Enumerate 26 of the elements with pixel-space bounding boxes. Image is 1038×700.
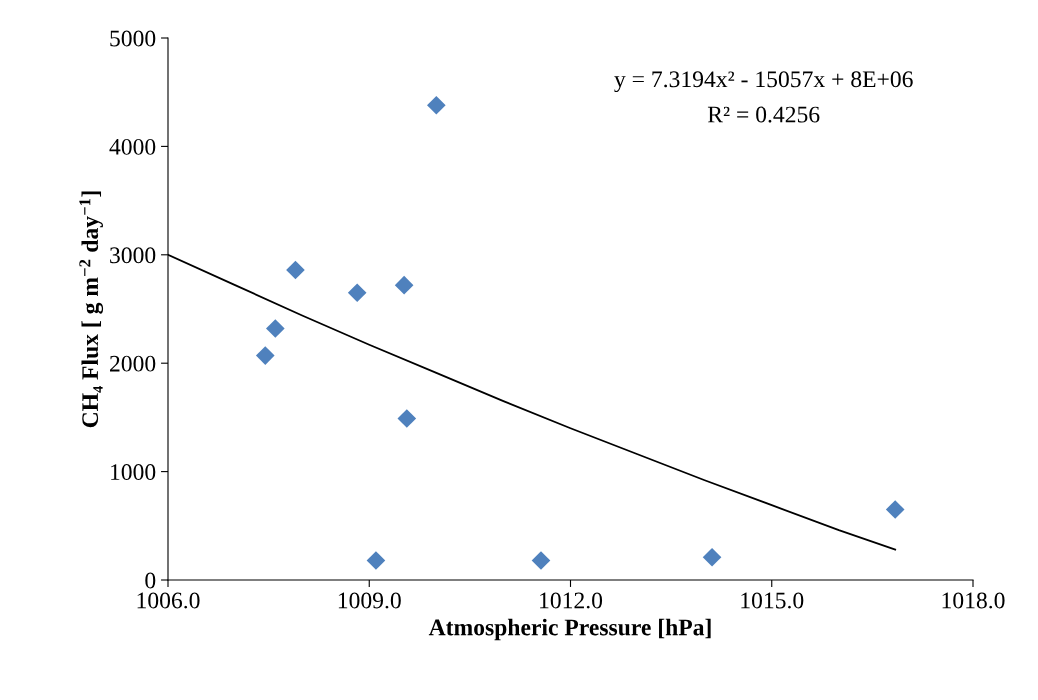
y-tick-label: 3000 — [110, 247, 156, 264]
point — [286, 260, 305, 280]
x-tick-label: 1015.0 — [741, 592, 804, 609]
x-axis-title: Atmospheric Pressure [hPa] — [428, 618, 711, 641]
point — [397, 409, 417, 428]
annotation: R² = 0.4256 — [707, 106, 820, 123]
point — [255, 346, 275, 365]
point — [531, 551, 551, 570]
annotation: y = 7.3194x² - 15057x + 8E+06 — [614, 71, 913, 93]
y-tick-label: 0 — [145, 572, 156, 589]
point — [366, 551, 386, 570]
y-tick-label: 4000 — [109, 138, 156, 155]
point — [347, 283, 367, 303]
y-tick-label: 2000 — [110, 355, 156, 372]
point — [885, 500, 905, 519]
point — [394, 275, 414, 295]
x-tick-label: 1018.0 — [942, 592, 1005, 609]
y-axis-title: CH₄ Flux [ g m$^{−2}$ day$^{−1}$] — [79, 191, 104, 428]
point — [702, 547, 722, 567]
point — [427, 95, 446, 115]
point — [266, 319, 285, 338]
x-tick-label: 1006.0 — [137, 592, 200, 609]
x-tick-label: 1009.0 — [338, 592, 401, 609]
x-tick-label: 1012.0 — [540, 592, 603, 609]
y-tick-label: 5000 — [110, 30, 156, 47]
y-tick-label: 1000 — [111, 464, 156, 481]
